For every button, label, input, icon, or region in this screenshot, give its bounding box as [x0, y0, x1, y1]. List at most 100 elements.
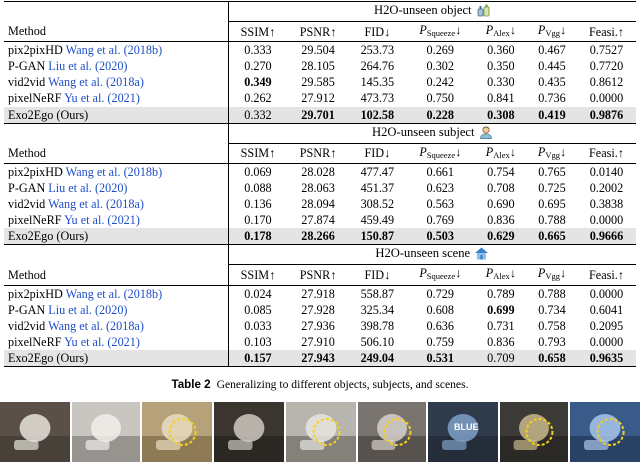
citation-link[interactable]: Yu et al. (2021) [64, 334, 140, 349]
value-cell: 0.750 [406, 90, 475, 106]
table-row: P-GAN Liu et al. (2020) 0.085 27.928 325.34… [4, 301, 636, 318]
value-cell: 0.731 [475, 318, 527, 334]
value-cell: 0.699 [475, 302, 527, 318]
citation-link[interactable]: Wang et al. (2018b) [65, 43, 163, 58]
section-title-row: H2O-unseen scene [4, 244, 636, 266]
section-title-text: H2O-unseen subject [372, 124, 475, 139]
citation-link[interactable]: Wang et al. (2018a) [48, 75, 144, 90]
citation-link[interactable]: Liu et al. (2020) [48, 302, 128, 317]
metric-value: 253.73 [360, 43, 395, 58]
metric-value: 473.73 [360, 91, 395, 106]
metric-value: 0.170 [244, 213, 272, 228]
column-header: PSqueeze↓ [405, 21, 475, 43]
metric-value: 0.269 [426, 43, 454, 58]
metric-value: 29.701 [301, 107, 335, 122]
value-cell: 459.49 [349, 212, 406, 228]
metric-value: 0.661 [426, 164, 454, 179]
value-cell: 27.928 [287, 302, 348, 318]
value-cell: 0.7720 [577, 58, 636, 74]
method-name: vid2vid [8, 318, 46, 333]
method-name: Exo2Ego (Ours) [8, 107, 89, 122]
column-header: PAlex↓ [474, 21, 528, 43]
value-cell: 506.10 [349, 334, 406, 350]
metric-value: 0.690 [487, 197, 515, 212]
metric-value: 29.585 [301, 75, 335, 90]
metric-value: 0.333 [244, 43, 272, 58]
table-row: P-GAN Liu et al. (2020) 0.270 28.105 264.76… [4, 58, 636, 75]
value-cell: 0.769 [406, 212, 475, 228]
metric-value: 0.3838 [589, 197, 624, 212]
value-cell: 0.665 [527, 228, 577, 245]
value-cell: 0.069 [227, 163, 288, 180]
value-cell: 0.608 [406, 302, 475, 318]
value-cell: 0.269 [406, 42, 475, 59]
value-cell: 0.170 [227, 212, 288, 229]
person-icon [479, 125, 493, 143]
metric-value: 325.34 [360, 302, 395, 317]
metric-value: 0.088 [244, 180, 272, 195]
column-header: PAlex↓ [474, 143, 528, 164]
method-cell: vid2vid Wang et al. (2018a) [4, 74, 228, 90]
method-name: Exo2Ego (Ours) [8, 229, 89, 244]
citation-link[interactable]: Wang et al. (2018a) [48, 197, 144, 212]
photo-strip: BLUE [0, 402, 640, 462]
value-cell: 0.629 [474, 228, 528, 245]
method-cell: pixelNeRF Yu et al. (2021) [4, 334, 228, 350]
metric-value: 0.759 [426, 334, 454, 349]
column-header: Method [4, 21, 229, 43]
citation-link[interactable]: Wang et al. (2018b) [65, 286, 163, 301]
value-cell: 0.729 [406, 285, 475, 302]
citation-link[interactable]: Wang et al. (2018b) [65, 164, 163, 179]
value-cell: 0.445 [527, 58, 577, 74]
metric-value: 0.734 [538, 302, 566, 317]
metric-value: 0.503 [426, 229, 454, 244]
photo-thumbnail-icon: BLUE [428, 402, 498, 462]
metric-value: 0.750 [426, 91, 454, 106]
column-header: PAlex↓ [474, 264, 528, 286]
metric-value: 0.629 [487, 229, 515, 244]
photo-thumbnail-icon [142, 402, 212, 462]
metric-value: 0.157 [244, 350, 272, 365]
metric-value: 0.0000 [589, 213, 624, 228]
metric-value: 0.467 [538, 43, 566, 58]
metric-value: 558.87 [360, 286, 395, 301]
metric-value: 0.360 [487, 43, 515, 58]
value-cell: 0.085 [227, 301, 288, 318]
metric-value: 150.87 [360, 229, 395, 244]
value-cell: 0.836 [475, 334, 527, 350]
metric-value: 0.024 [244, 286, 272, 301]
metric-value: 0.841 [487, 91, 515, 106]
metric-value: 28.266 [301, 229, 335, 244]
section-title-text: H2O-unseen scene [375, 246, 471, 261]
metric-value: 459.49 [360, 213, 395, 228]
value-cell: 0.708 [475, 180, 527, 196]
value-cell: 27.918 [287, 285, 348, 302]
value-cell: 29.585 [287, 74, 348, 90]
citation-link[interactable]: Yu et al. (2021) [64, 91, 140, 106]
citation-link[interactable]: Liu et al. (2020) [48, 180, 128, 195]
metric-value: 451.37 [360, 180, 395, 195]
column-header: PVgg↓ [527, 264, 577, 286]
value-cell: 0.228 [405, 106, 475, 124]
section-title-text: H2O-unseen object [373, 3, 472, 17]
metric-value: 0.709 [487, 350, 515, 365]
metric-value: 0.608 [426, 302, 454, 317]
value-cell: 28.028 [287, 163, 348, 180]
column-header: PVgg↓ [527, 143, 577, 164]
method-cell: pix2pixHD Wang et al. (2018b) [4, 163, 228, 180]
metric-value: 0.435 [538, 75, 566, 90]
citation-link[interactable]: Yu et al. (2021) [64, 213, 140, 228]
value-cell: 150.87 [348, 228, 406, 245]
value-cell: 264.76 [349, 58, 406, 74]
metric-value: 28.105 [301, 59, 335, 74]
column-header: PSNR↑ [287, 21, 349, 43]
metric-value: 28.063 [301, 180, 335, 195]
column-header-row: Method SSIM↑ PSNR↑ FID↓ PSqueeze↓ PAlex↓ PVgg↓… [4, 21, 636, 43]
metric-value: 0.8612 [589, 75, 624, 90]
metric-value: 0.758 [538, 318, 566, 333]
metric-value: 264.76 [360, 59, 395, 74]
value-cell: 0.765 [527, 163, 577, 180]
citation-link[interactable]: Liu et al. (2020) [48, 59, 128, 74]
citation-link[interactable]: Wang et al. (2018a) [48, 318, 144, 333]
metric-value: 0.788 [538, 286, 566, 301]
